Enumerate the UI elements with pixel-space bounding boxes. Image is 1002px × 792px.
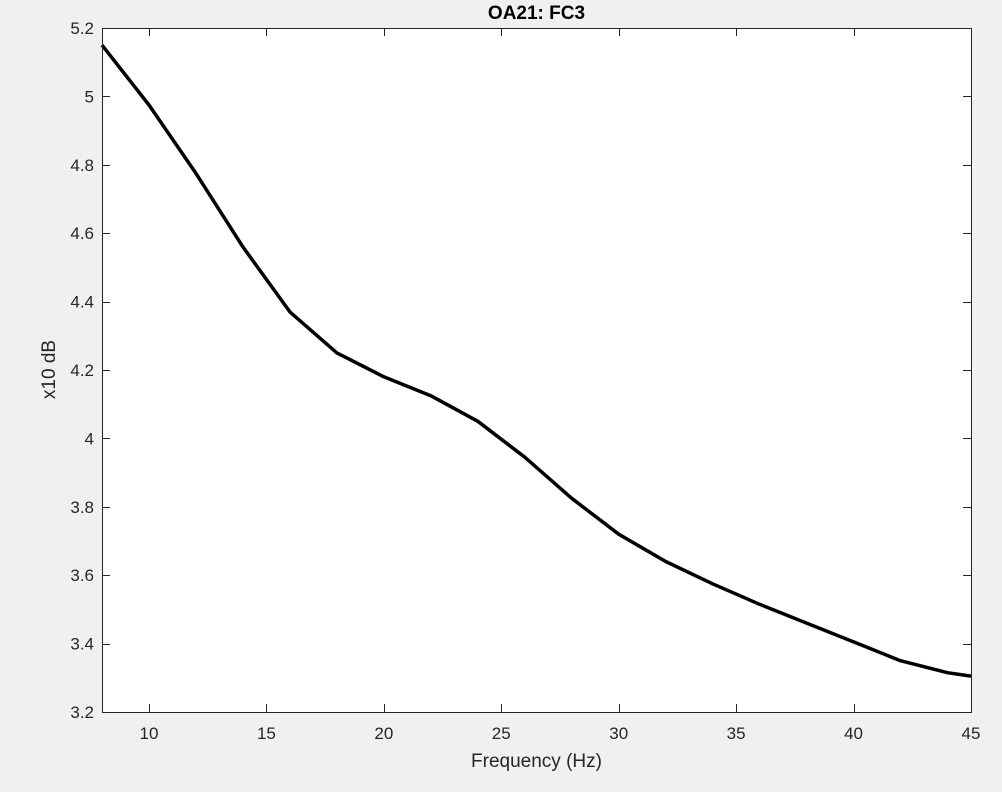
y-tick-label: 5.2 (70, 19, 94, 38)
y-tick-label: 4.8 (70, 156, 94, 175)
y-tick-label: 4.2 (70, 361, 94, 380)
y-axis-label: x10 dB (39, 340, 60, 399)
y-tick-label: 4 (85, 429, 94, 448)
x-tick-label: 10 (140, 724, 159, 743)
y-tick-label: 5 (85, 87, 94, 106)
chart-title: OA21: FC3 (488, 3, 585, 24)
y-tick-label: 3.4 (70, 635, 94, 654)
axes-background (102, 28, 971, 712)
x-tick-label: 45 (962, 724, 981, 743)
ticks-group: 10 15 20 25 30 35 40 45 3.2 3.4 3.6 3.8 4 4.2 4.4 4.6 4.… (70, 19, 980, 743)
x-tick-label: 25 (492, 724, 511, 743)
y-tick-label: 3.2 (70, 703, 94, 722)
x-tick-label: 20 (374, 724, 393, 743)
series-line (100, 44, 972, 678)
y-tick-label: 3.6 (70, 566, 94, 585)
y-tick-label: 4.6 (70, 224, 94, 243)
x-tick-label: 30 (609, 724, 628, 743)
y-tick-label: 4.4 (70, 293, 94, 312)
x-tick-label: 40 (844, 724, 863, 743)
x-axis-label: Frequency (Hz) (471, 751, 602, 772)
y-tick-label: 3.8 (70, 498, 94, 517)
x-tick-label: 35 (727, 724, 746, 743)
axes-box (102, 28, 972, 713)
x-tick-label: 15 (257, 724, 276, 743)
